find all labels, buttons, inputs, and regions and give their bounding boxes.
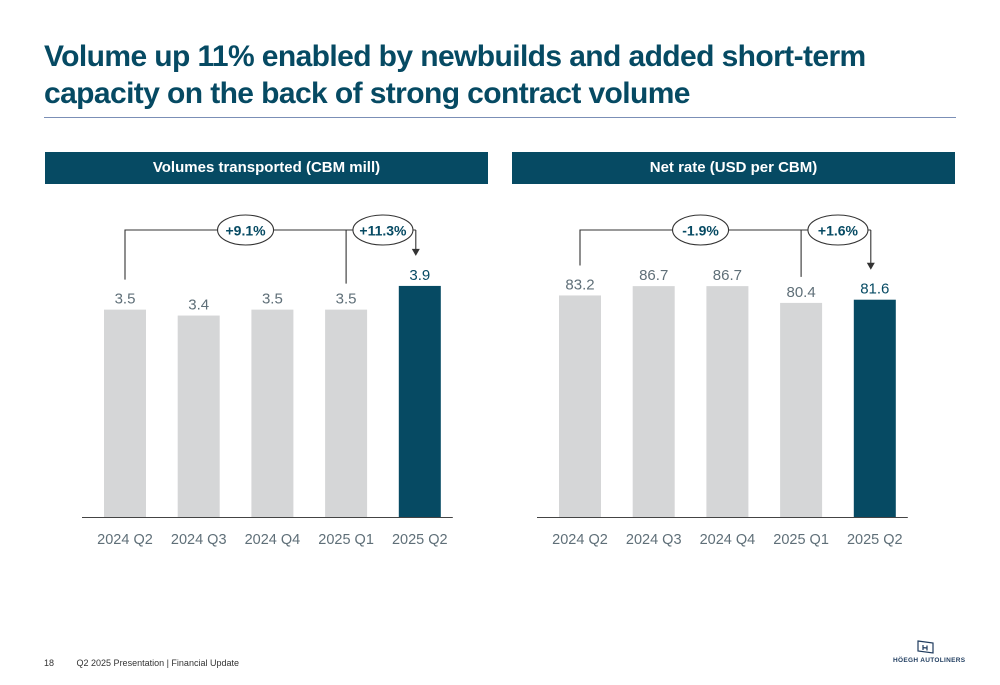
bar-2024-q2: [559, 295, 601, 517]
volumes-chart-header: Volumes transported (CBM mill): [45, 152, 488, 184]
growth-annotation-label: -1.9%: [682, 223, 719, 239]
growth-annotation-label: +1.6%: [818, 223, 859, 239]
logo-text: HÖEGH AUTOLINERS: [893, 657, 966, 664]
data-label: 86.7: [639, 267, 668, 284]
data-label: 3.5: [262, 291, 283, 308]
growth-annotation-label: +11.3%: [359, 223, 407, 239]
x-tick-label: 2024 Q3: [626, 532, 682, 548]
arrow-down-icon: [411, 248, 420, 256]
net-rate-chart: 83.2 2024 Q2 86.7 2024 Q3 86.7 2024 Q4 80.4 202…: [537, 214, 908, 548]
page-number: 18: [44, 658, 55, 668]
bar-2025-q1: [780, 302, 823, 517]
data-label: 83.2: [565, 276, 594, 293]
x-tick-label: 2024 Q4: [700, 532, 756, 548]
x-tick-label: 2024 Q2: [552, 532, 608, 548]
growth-annotation-label: +9.1%: [226, 223, 267, 239]
growth-annotation-oval: [807, 214, 869, 246]
data-label: 86.7: [713, 267, 742, 284]
x-tick-label: 2024 Q3: [171, 532, 227, 548]
slide-title: Volume up 11% enabled by newbuilds and a…: [44, 40, 866, 110]
net-rate-chart-header: Net rate (USD per CBM): [512, 152, 955, 184]
growth-bracket-line: [579, 229, 871, 266]
footer-text: Q2 2025 Presentation | Financial Update: [76, 658, 239, 668]
x-tick-label: 2025 Q1: [773, 532, 829, 548]
bar-2025-q1: [325, 309, 368, 517]
x-tick-label: 2025 Q1: [318, 532, 374, 548]
arrow-down-icon: [866, 262, 875, 270]
data-label: 3.9: [409, 267, 430, 284]
growth-annotation-oval: [672, 214, 730, 246]
x-tick-label: 2024 Q4: [245, 532, 301, 548]
data-label: 80.4: [786, 284, 815, 301]
data-label: 81.6: [860, 281, 889, 298]
bar-2025-q2: [853, 299, 896, 517]
growth-annotation-oval: [352, 214, 414, 246]
x-tick-label: 2025 Q2: [847, 532, 903, 548]
footer: 18 Q2 2025 Presentation | Financial Upda…: [44, 658, 239, 668]
bar-2024-q2: [104, 309, 146, 517]
company-logo: HÖEGH AUTOLINERS: [893, 640, 966, 670]
x-tick-label: 2024 Q2: [97, 532, 153, 548]
bar-2024-q4: [251, 309, 294, 517]
growth-bracket-line: [124, 229, 416, 280]
data-label: 3.4: [188, 297, 209, 314]
bar-2025-q2: [398, 285, 441, 517]
data-label: 3.5: [336, 291, 357, 308]
x-tick-label: 2025 Q2: [392, 532, 448, 548]
title-divider: [44, 117, 956, 118]
bar-2024-q3: [177, 315, 220, 517]
growth-annotation-oval: [217, 214, 275, 246]
volumes-chart: 3.5 2024 Q2 3.4 2024 Q3 3.5 2024 Q4 3.5 2025 Q1…: [82, 214, 453, 548]
data-label: 3.5: [115, 291, 136, 308]
bar-2024-q4: [706, 286, 749, 517]
hoegh-flag-icon: [917, 640, 934, 654]
bar-2024-q3: [632, 286, 675, 517]
